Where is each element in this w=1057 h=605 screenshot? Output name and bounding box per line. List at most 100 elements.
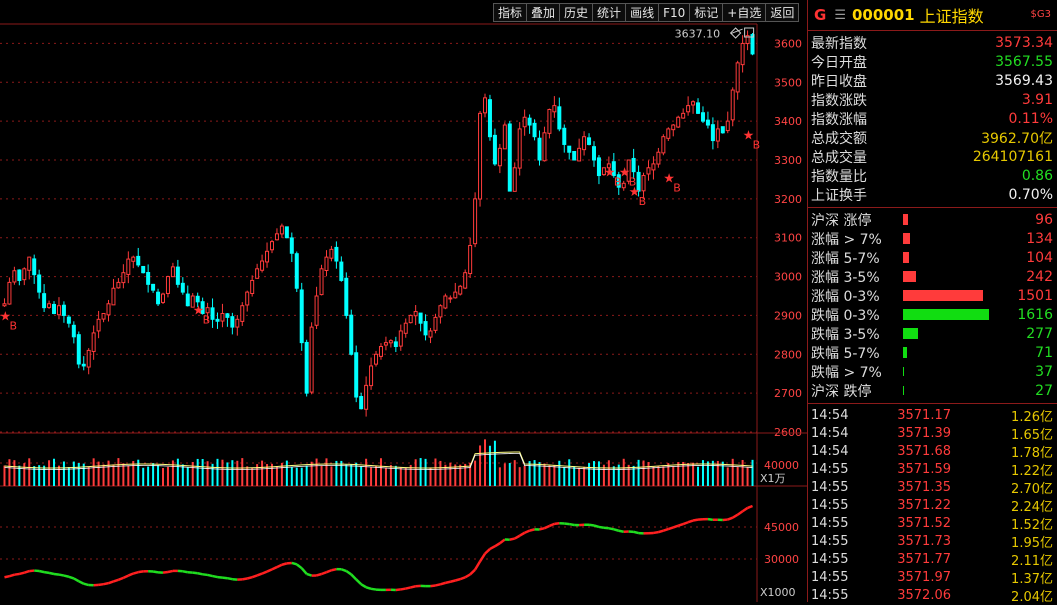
candle-body	[231, 317, 234, 327]
indicator-line-segment	[406, 587, 411, 588]
candle-body	[484, 98, 487, 113]
tick-time: 14:55	[811, 516, 871, 531]
breadth-value: 37	[1035, 364, 1053, 380]
tick-time: 14:54	[811, 444, 871, 459]
toolbar-button-2[interactable]: 历史	[559, 3, 592, 22]
toolbar-button-1[interactable]: 叠加	[526, 3, 559, 22]
toolbar-button-4[interactable]: 画线	[625, 3, 658, 22]
stat-label: 指数涨跌	[811, 90, 867, 110]
breadth-row: 涨幅 > 7%134	[808, 229, 1057, 248]
breadth-label: 沪深 涨停	[811, 210, 903, 230]
volume-bar	[236, 461, 238, 486]
indicator-line-segment	[465, 574, 470, 577]
indicator-line-segment	[118, 578, 123, 580]
tick-vol: 1.95亿	[951, 532, 1053, 551]
candle-body	[176, 267, 179, 284]
indicator-line-segment	[510, 539, 515, 540]
candle-body	[315, 296, 318, 325]
candle-body	[647, 168, 650, 174]
indicator-line-segment	[198, 573, 203, 574]
stat-value: 264107161	[973, 149, 1053, 165]
indicator-line-segment	[594, 526, 599, 527]
volume-bar	[345, 465, 347, 486]
price-tick-label: 3400	[774, 115, 802, 128]
tick-vol: 2.11亿	[951, 550, 1053, 569]
indicator-tick-label: 45000	[764, 521, 799, 534]
indicator-line-segment	[331, 569, 336, 570]
volume-bar	[13, 460, 15, 486]
indicator-line-segment	[520, 533, 525, 536]
indicator-line-segment	[346, 571, 351, 574]
volume-bar	[157, 465, 159, 486]
tick-price: 3571.73	[871, 534, 951, 549]
toolbar-button-3[interactable]: 统计	[592, 3, 625, 22]
volume-bar	[132, 461, 134, 486]
kline-chart[interactable]: 3600350034003300320031003000290028002700…	[0, 0, 807, 602]
indicator-line-segment	[277, 565, 282, 567]
indicator-line-segment	[450, 580, 455, 581]
volume-bar	[112, 464, 114, 486]
volume-bar	[543, 464, 545, 486]
breadth-row: 涨幅 0-3%1501	[808, 286, 1057, 305]
indicator-line-segment	[99, 584, 104, 585]
tick-price: 3571.97	[871, 570, 951, 585]
candle-body	[77, 335, 80, 364]
candle-body	[424, 322, 427, 335]
indicator-line-segment	[738, 511, 743, 514]
candle-body	[325, 257, 328, 270]
candle-body	[706, 120, 709, 125]
indicator-line-segment	[589, 525, 594, 526]
volume-bar	[380, 458, 382, 486]
indicator-line-segment	[440, 583, 445, 584]
volume-bar	[43, 466, 45, 486]
candle-body	[389, 341, 392, 343]
indicator-line-segment	[366, 587, 371, 589]
volume-bar	[311, 462, 313, 486]
volume-bar	[251, 468, 253, 486]
stat-label: 今日开盘	[811, 52, 867, 72]
toolbar-button-5[interactable]: F10	[658, 3, 689, 22]
candle-body	[127, 259, 130, 274]
volume-bar	[563, 467, 565, 486]
candle-body	[360, 397, 363, 409]
menu-icon[interactable]: ☰	[834, 8, 846, 23]
indicator-line-segment	[455, 579, 460, 580]
toolbar-button-7[interactable]: +自选	[722, 3, 765, 22]
toolbar-button-8[interactable]: 返回	[765, 3, 799, 22]
tick-vol: 1.22亿	[951, 460, 1053, 479]
breadth-row: 跌幅 > 7%37	[808, 362, 1057, 381]
indicator-line-segment	[242, 578, 247, 579]
candle-body	[677, 117, 680, 127]
breadth-bar	[903, 233, 910, 244]
market-flag[interactable]: G	[814, 6, 826, 24]
candle-body	[528, 118, 531, 125]
indicator-line-segment	[64, 576, 69, 577]
volume-bar	[63, 461, 65, 486]
breadth-value: 1616	[1017, 307, 1053, 323]
candle-body	[280, 226, 283, 234]
stat-value: 3962.70亿	[981, 128, 1053, 148]
candle-body	[454, 292, 457, 298]
volume-bar	[479, 445, 481, 486]
toolbar-button-0[interactable]: 指标	[493, 3, 526, 22]
breadth-bar	[903, 252, 909, 263]
candle-body	[226, 314, 229, 318]
candle-body	[171, 267, 174, 277]
indicator-line-segment	[292, 563, 297, 564]
indicator-line-segment	[609, 528, 614, 529]
volume-bar	[370, 467, 372, 486]
toolbar-button-6[interactable]: 标记	[689, 3, 722, 22]
tick-price: 3571.77	[871, 552, 951, 567]
candle-body	[508, 124, 511, 191]
candle-body	[92, 333, 95, 352]
stat-value: 0.11%	[1009, 111, 1053, 127]
indicator-line-segment	[683, 522, 688, 524]
